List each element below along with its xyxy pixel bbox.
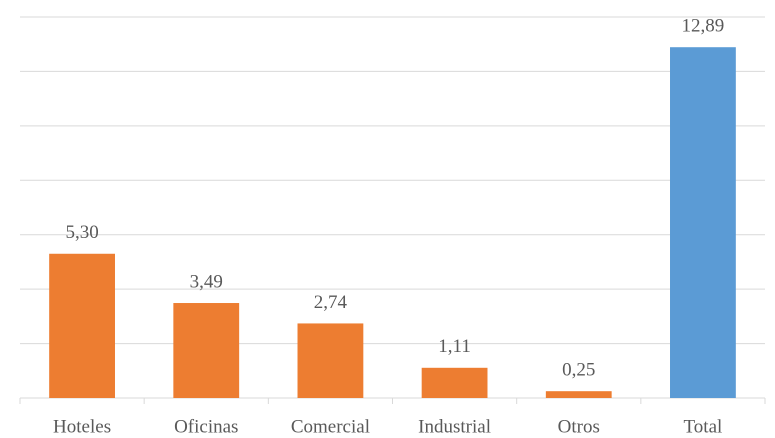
bar [297, 323, 364, 398]
x-tick-label: Total [684, 416, 723, 437]
x-tick-label: Otros [558, 416, 600, 437]
bar [545, 391, 612, 398]
bar [173, 303, 240, 398]
bar [670, 47, 736, 398]
value-label: 1,11 [438, 336, 471, 357]
x-tick-label: Hoteles [53, 416, 111, 437]
x-tick-label: Oficinas [174, 416, 238, 437]
value-label: 5,30 [65, 222, 98, 243]
x-tick-label: Industrial [418, 416, 491, 437]
x-tick-label: Comercial [291, 416, 370, 437]
value-label: 2,74 [314, 292, 348, 313]
value-label: 0,25 [562, 360, 595, 381]
bar [421, 367, 488, 398]
value-label: 12,89 [682, 16, 725, 37]
bar [49, 253, 115, 398]
value-label: 3,49 [190, 271, 223, 292]
